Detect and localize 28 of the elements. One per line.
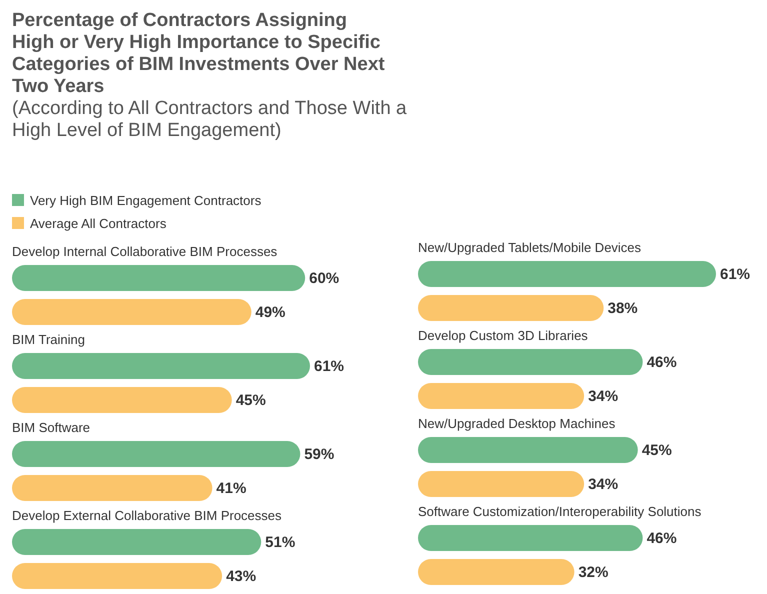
legend-label: Very High BIM Engagement Contractors [30,193,262,208]
data-label: 61% [720,266,750,283]
data-label: 41% [216,480,246,497]
data-label: 34% [588,388,618,405]
chart-title: Percentage of Contractors Assigning High or Very High Importance to Specific Categories of BIM Investments Over Next Two Years [12,10,386,97]
y-tick-label: Develop Custom 3D Libraries [418,328,588,343]
data-label: 45% [236,392,266,409]
y-tick-label: New/Upgraded Tablets/Mobile Devices [418,240,642,255]
data-label: 61% [314,358,344,375]
data-label: 43% [226,568,256,585]
y-tick-label: BIM Software [12,420,90,435]
data-label: 60% [309,270,340,287]
y-tick-label: Software Customization/Interoperability Solutions [418,504,702,519]
data-label: 32% [578,564,608,581]
data-label: 59% [304,446,334,463]
data-label: 46% [646,530,677,547]
y-tick-label: Develop External Collaborative BIM Processes [12,508,282,523]
data-label: 51% [265,534,296,551]
data-label: 38% [608,300,638,317]
data-label: 46% [646,354,677,371]
y-tick-label: Develop Internal Collaborative BIM Processes [12,244,278,259]
data-label: 49% [255,304,286,321]
data-label: 34% [588,476,618,493]
data-label: 45% [642,442,672,459]
y-tick-label: New/Upgraded Desktop Machines [418,416,616,431]
y-tick-label: BIM Training [12,332,85,347]
chart-subtitle: (According to All Contractors and Those With a High Level of BIM Engagement) [12,98,408,141]
legend-label: Average All Contractors [30,216,167,231]
